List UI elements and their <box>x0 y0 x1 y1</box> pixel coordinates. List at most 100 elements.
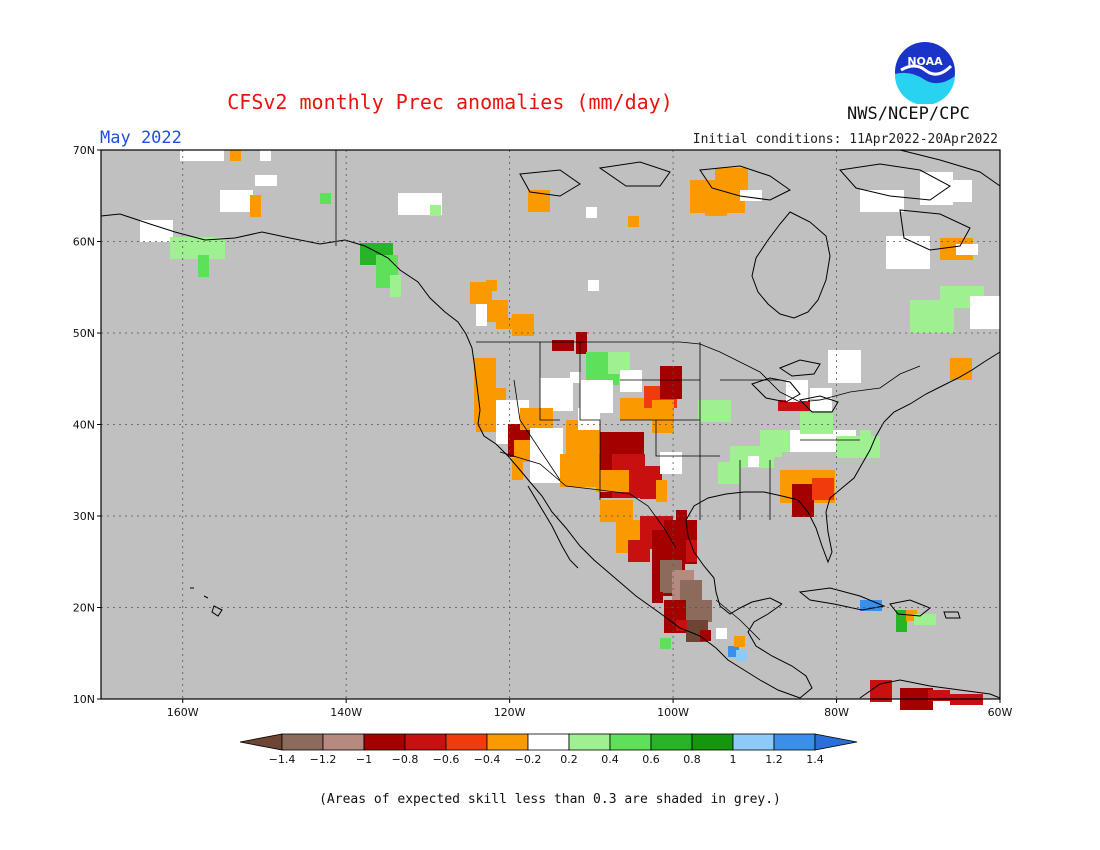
anomaly-cell <box>486 280 497 291</box>
anomaly-cell <box>552 340 574 351</box>
lon-label: 160W <box>167 706 199 719</box>
anomaly-cell <box>586 207 597 218</box>
graticule <box>101 150 1000 699</box>
anomaly-cell <box>596 470 629 492</box>
lat-label: 60N <box>73 236 95 249</box>
anomaly-cell <box>660 638 671 649</box>
anomaly-cell <box>530 428 563 483</box>
colorbar-swatch <box>609 733 652 751</box>
anomaly-cell <box>956 244 978 255</box>
anomaly-cell <box>260 150 271 161</box>
anomaly-cell <box>140 220 173 242</box>
anomaly-cell <box>660 366 682 399</box>
anomaly-cell <box>608 352 630 374</box>
colorbar-label: 1.4 <box>806 753 824 766</box>
anomaly-cell <box>580 380 613 413</box>
anomaly-cell <box>860 430 871 452</box>
anomaly-cell <box>760 446 782 457</box>
anomaly-cell <box>170 237 225 259</box>
colorbar-swatch <box>486 733 529 751</box>
anomaly-cell <box>520 408 553 430</box>
colorbar-swatch <box>732 733 775 751</box>
colorbar-arrow-low <box>239 733 283 751</box>
anomaly-cell <box>950 180 972 202</box>
colorbar-label: −1 <box>356 753 372 766</box>
anomaly-cell <box>255 175 277 186</box>
colorbar-label: 0.6 <box>642 753 660 766</box>
anomaly-cell <box>800 412 833 434</box>
anomaly-cell <box>728 646 739 657</box>
colorbar-swatch <box>691 733 734 751</box>
anomaly-cell <box>476 410 498 432</box>
anomaly-cell <box>860 600 882 611</box>
anomaly-cell <box>430 205 441 216</box>
anomaly-cell <box>320 193 331 204</box>
colorbar-swatch <box>281 733 324 751</box>
anomaly-cell <box>792 484 814 517</box>
anomaly-cells <box>140 150 1003 710</box>
anomaly-cell <box>600 500 633 522</box>
anomaly-cell <box>588 280 599 291</box>
anomaly-cell <box>486 300 508 322</box>
lon-label: 80W <box>824 706 849 719</box>
anomaly-cell <box>390 275 401 297</box>
lat-label: 70N <box>73 144 95 157</box>
lat-label: 40N <box>73 419 95 432</box>
anomaly-cell <box>810 400 832 411</box>
anomaly-cell <box>836 436 880 458</box>
anomaly-cell <box>512 458 523 480</box>
lat-label: 20N <box>73 602 95 615</box>
anomaly-cell <box>740 190 762 201</box>
anomaly-cell <box>230 150 241 161</box>
anomaly-cell <box>620 370 642 392</box>
colorbar-label: −0.2 <box>515 753 542 766</box>
lon-label: 100W <box>657 706 689 719</box>
colorbar-label: −0.4 <box>474 753 501 766</box>
noaa-logo: NOAA <box>894 42 955 104</box>
anomaly-cell <box>705 205 727 216</box>
anomaly-cell <box>700 630 711 641</box>
anomaly-cell <box>690 600 712 622</box>
lat-label: 50N <box>73 327 95 340</box>
lon-label: 140W <box>330 706 362 719</box>
anomaly-cell <box>540 378 573 411</box>
anomaly-cell <box>846 350 857 372</box>
anomaly-cell <box>716 628 727 639</box>
anomaly-cell <box>476 304 487 326</box>
colorbar-label: 1 <box>730 753 737 766</box>
coastlines <box>100 149 1001 699</box>
anomaly-cell <box>928 690 950 701</box>
anomaly-cell <box>715 168 748 190</box>
anomaly-cell <box>528 190 550 212</box>
anomaly-cell <box>920 172 953 205</box>
organization-label: NWS/NCEP/CPC <box>847 104 970 124</box>
anomaly-cell <box>718 462 740 484</box>
anomaly-cell <box>686 540 697 562</box>
colorbar-arrow-high <box>814 733 858 751</box>
colorbar-swatch <box>527 733 570 751</box>
initial-conditions: Initial conditions: 11Apr2022-20Apr2022 <box>692 132 998 147</box>
colorbar-swatch <box>568 733 611 751</box>
anomaly-cell <box>778 400 811 411</box>
colorbar-swatch <box>773 733 816 751</box>
anomaly-cell <box>660 452 682 474</box>
anomaly-cell <box>512 314 534 336</box>
lat-label: 10N <box>73 693 95 706</box>
lat-label: 30N <box>73 510 95 523</box>
colorbar-label: −1.4 <box>269 753 296 766</box>
anomaly-cell <box>676 510 687 532</box>
anomaly-cell <box>180 150 224 161</box>
colorbar-swatch <box>363 733 406 751</box>
anomaly-cell <box>950 358 972 380</box>
colorbar-label: −1.2 <box>310 753 337 766</box>
anomaly-cell <box>656 480 667 502</box>
colorbar-label: −0.6 <box>433 753 460 766</box>
anomaly-cell <box>652 592 663 603</box>
anomaly-cell <box>220 190 253 212</box>
anomaly-cell <box>676 620 687 631</box>
anomaly-cell <box>748 456 759 467</box>
colorbar-swatch <box>650 733 693 751</box>
colorbar-label: 0.4 <box>601 753 619 766</box>
colorbar-swatch <box>404 733 447 751</box>
